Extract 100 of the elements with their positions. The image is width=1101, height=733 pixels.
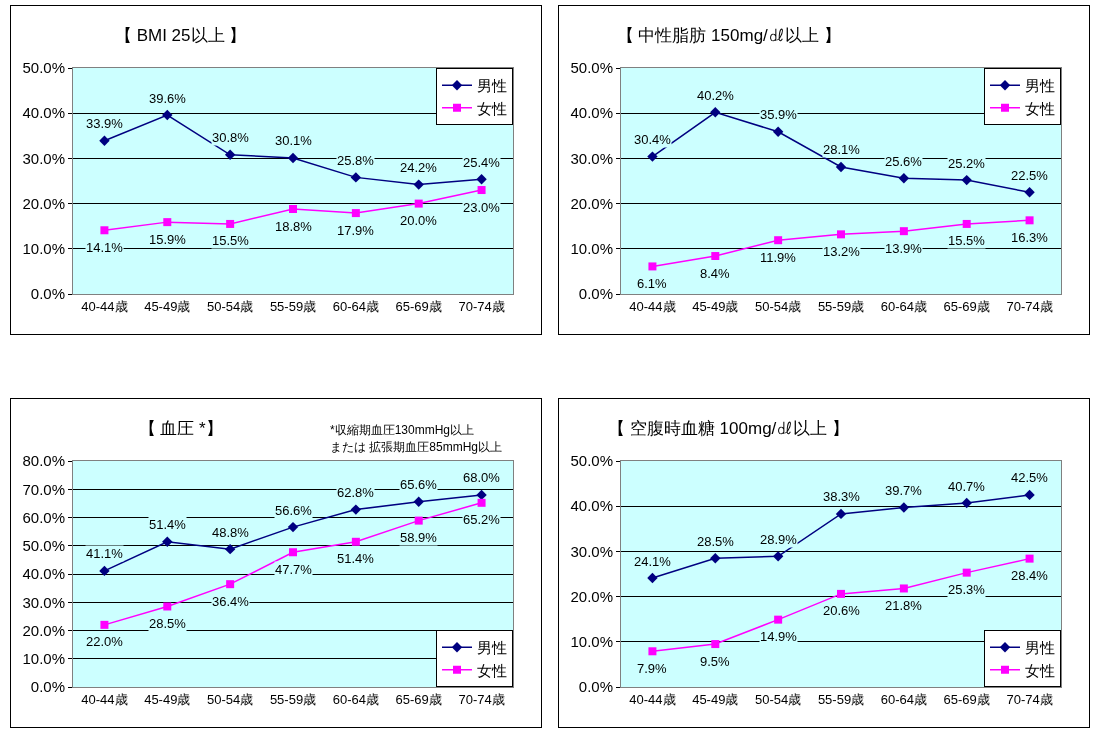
data-label: 51.4% <box>337 551 375 566</box>
data-label: 20.6% <box>823 603 861 618</box>
data-label: 15.9% <box>149 232 187 247</box>
point <box>962 219 971 228</box>
point <box>898 502 910 513</box>
data-label: 39.7% <box>885 483 923 498</box>
data-label: 22.5% <box>1011 168 1049 183</box>
legend-label: 男性 <box>1025 77 1055 95</box>
data-label: 15.5% <box>212 233 250 248</box>
data-label: 36.4% <box>212 594 250 609</box>
y-tick-label: 40.0% <box>570 497 613 515</box>
point <box>289 548 297 557</box>
y-tick-label: 50.0% <box>570 452 613 470</box>
data-label: 17.9% <box>337 223 375 238</box>
data-label: 22.0% <box>86 634 124 649</box>
data-label: 28.4% <box>1011 568 1049 583</box>
legend-label: 女性 <box>477 99 507 117</box>
data-label: 25.6% <box>885 154 923 169</box>
data-label: 30.8% <box>212 130 250 145</box>
data-label: 39.6% <box>149 91 187 106</box>
x-tick-label: 45-49歳 <box>144 298 191 314</box>
y-tick-label: 40.0% <box>22 104 65 122</box>
point <box>1024 187 1035 198</box>
x-tick-label: 40-44歳 <box>629 691 676 707</box>
x-tick-label: 40-44歳 <box>629 298 676 314</box>
point <box>1025 216 1034 225</box>
x-tick-label: 60-64歳 <box>332 298 379 314</box>
y-tick-label: 50.0% <box>570 59 613 77</box>
chart-title: 【 中性脂肪 150mg/㎗以上 】 <box>616 25 841 45</box>
point <box>898 173 910 184</box>
x-tick-label: 65-69歳 <box>395 691 442 707</box>
data-label: 28.9% <box>760 532 798 547</box>
data-label: 38.3% <box>823 489 861 504</box>
data-label: 33.9% <box>86 116 124 131</box>
point <box>99 135 110 146</box>
point <box>648 647 657 656</box>
x-tick-label: 70-74歳 <box>1006 691 1053 707</box>
legend-label: 女性 <box>477 661 507 679</box>
point <box>163 602 172 611</box>
legend-label: 男性 <box>477 639 507 657</box>
x-tick-label: 65-69歳 <box>943 298 990 314</box>
y-tick-label: 20.0% <box>22 621 65 639</box>
data-label: 28.1% <box>823 142 861 157</box>
legend-label: 女性 <box>1025 99 1055 117</box>
point <box>710 107 721 118</box>
y-tick-label: 10.0% <box>22 650 65 667</box>
y-tick-label: 70.0% <box>22 480 65 498</box>
point <box>351 537 360 546</box>
data-label: 6.1% <box>637 276 668 291</box>
data-label: 7.9% <box>637 661 668 676</box>
data-label: 30.4% <box>634 132 672 147</box>
y-tick-label: 10.0% <box>570 240 613 258</box>
data-label: 14.1% <box>86 240 124 255</box>
point <box>224 149 236 160</box>
data-label: 9.5% <box>700 654 731 669</box>
point <box>837 230 845 239</box>
x-tick-label: 55-59歳 <box>269 691 317 707</box>
data-label: 58.9% <box>400 530 438 545</box>
point <box>414 199 423 208</box>
y-tick-label: 50.0% <box>22 537 65 554</box>
point <box>711 252 720 261</box>
data-label: 68.0% <box>463 470 501 485</box>
y-tick-label: 30.0% <box>570 542 613 560</box>
legend-label: 男性 <box>1025 639 1055 657</box>
chart-title: 【 BMI 25以上 】 <box>114 25 247 45</box>
y-tick-label: 10.0% <box>22 240 65 258</box>
point <box>350 172 362 183</box>
y-tick-label: 0.0% <box>30 285 65 303</box>
point <box>774 236 783 245</box>
x-tick-label: 60-64歳 <box>880 691 927 707</box>
legend-label: 男性 <box>477 77 507 95</box>
data-label: 42.5% <box>1011 470 1049 485</box>
point <box>772 551 784 562</box>
data-label: 20.0% <box>400 213 438 228</box>
x-tick-label: 50-54歳 <box>207 298 254 314</box>
point <box>774 615 783 624</box>
point <box>711 640 720 649</box>
text: *収縮期血圧130mmHg以上 <box>330 423 475 437</box>
point <box>287 521 299 533</box>
point <box>162 536 173 547</box>
data-label: 21.8% <box>885 598 923 613</box>
point <box>899 227 908 236</box>
point <box>899 584 908 593</box>
y-tick-label: 20.0% <box>570 194 613 212</box>
y-tick-label: 50.0% <box>22 59 65 77</box>
x-tick-label: 55-59歳 <box>817 691 865 707</box>
point <box>1025 554 1034 563</box>
data-label: 15.5% <box>948 233 986 248</box>
data-label: 30.1% <box>275 133 313 148</box>
x-tick-label: 45-49歳 <box>144 691 191 707</box>
point <box>413 496 424 507</box>
y-tick-label: 40.0% <box>22 565 65 583</box>
data-label: 28.5% <box>697 534 735 549</box>
data-label: 14.9% <box>760 629 798 644</box>
point <box>961 174 972 186</box>
y-tick-label: 0.0% <box>578 285 613 303</box>
x-tick-label: 50-54歳 <box>207 691 254 707</box>
point <box>648 262 657 271</box>
point <box>477 498 486 507</box>
y-tick-label: 20.0% <box>570 587 613 605</box>
